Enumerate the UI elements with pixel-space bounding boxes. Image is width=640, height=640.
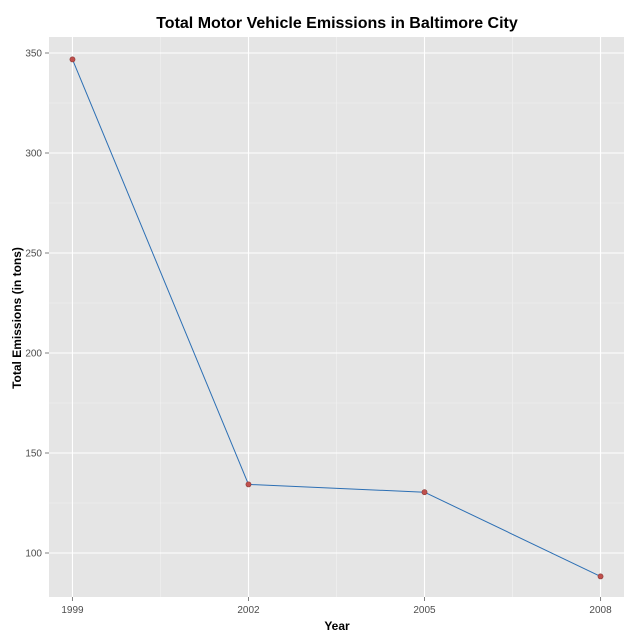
data-point: [245, 481, 252, 488]
y-tick-label: 200: [25, 349, 42, 360]
x-tick-label: 2008: [589, 605, 612, 616]
y-tick-label: 300: [25, 149, 42, 160]
x-tick-label: 2002: [237, 605, 260, 616]
minor-gridlines: [49, 37, 624, 597]
y-axis-title: Total Emissions (in tons): [10, 247, 24, 389]
series-lines: [72, 59, 601, 577]
y-axis-tick-labels: 100 150 200 250 300 350: [25, 49, 42, 560]
x-tick-label: 2005: [413, 605, 436, 616]
y-tick-label: 350: [25, 49, 42, 60]
y-tick-label: 250: [25, 249, 42, 260]
series-line-segment: [72, 59, 249, 485]
major-gridlines: [49, 37, 624, 597]
series-line-segment: [248, 483, 425, 493]
x-axis-title: Year: [324, 619, 350, 633]
data-point: [597, 573, 604, 580]
x-axis-tick-labels: 1999 2002 2005 2008: [61, 605, 612, 616]
data-point: [421, 489, 428, 496]
series-line-segment: [424, 491, 601, 577]
data-point: [69, 56, 76, 63]
x-tick-label: 1999: [61, 605, 84, 616]
y-tick-label: 100: [25, 549, 42, 560]
series-points: [69, 56, 604, 580]
y-tick-label: 150: [25, 449, 42, 460]
axis-ticks: [45, 52, 602, 601]
chart-title: Total Motor Vehicle Emissions in Baltimo…: [156, 15, 518, 32]
